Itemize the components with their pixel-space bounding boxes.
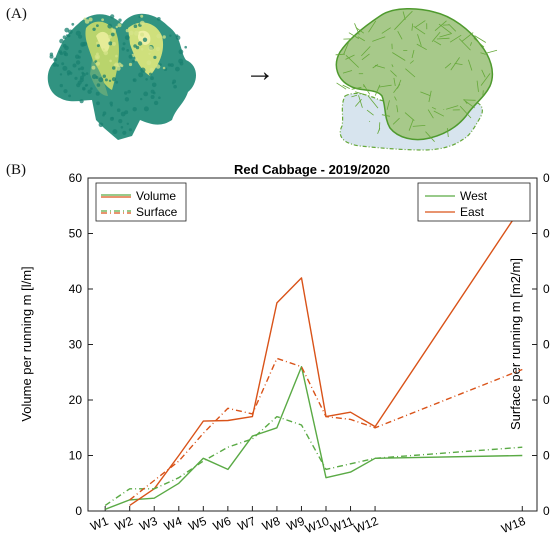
series-line-west-volume	[104, 366, 523, 510]
legend-volume-label: Volume	[136, 189, 176, 203]
y-right-tick-label: 0.6	[543, 171, 550, 185]
surface-mesh-lines	[335, 10, 498, 142]
y-left-tick-label: 50	[69, 227, 83, 241]
x-tick-label: W4	[162, 514, 184, 534]
x-tick-label: W6	[211, 514, 233, 534]
legend-style: Volume Surface	[95, 182, 187, 222]
y-right-axis: 0 0.1 0.2 0.3 0.4 0.5 0.6	[532, 171, 550, 518]
x-tick-label: W10	[303, 514, 331, 536]
y-right-axis-label: Surface per running m [m2/m]	[508, 258, 523, 430]
svg-text:→: →	[245, 55, 275, 88]
legend-surface-label: Surface	[136, 205, 178, 219]
x-tick-label: W1	[88, 514, 110, 534]
arrow-icon: →	[245, 55, 275, 88]
y-right-tick-label: 0.1	[543, 449, 550, 463]
y-right-tick-label: 0.3	[543, 338, 550, 352]
y-left-tick-label: 10	[69, 449, 83, 463]
y-right-tick-label: 0	[543, 504, 550, 518]
y-right-tick-label: 0.2	[543, 393, 550, 407]
y-left-tick-label: 40	[69, 282, 83, 296]
y-left-axis: 0 10 20 30 40 50 60	[69, 171, 93, 518]
x-tick-label: W5	[187, 514, 209, 534]
y-right-tick-label: 0.5	[543, 227, 550, 241]
y-left-tick-label: 30	[69, 338, 83, 352]
panel-a-label: (A)	[6, 6, 27, 22]
series-line-west-surface	[104, 415, 523, 506]
legend-east-label: East	[460, 205, 485, 219]
series-line-east-volume	[129, 205, 523, 506]
x-tick-label: W9	[285, 514, 307, 534]
chart-title: Red Cabbage - 2019/2020	[234, 162, 390, 177]
panel-b-label: (B)	[6, 162, 26, 178]
series-group	[104, 205, 523, 510]
x-tick-label: W18	[499, 514, 527, 536]
x-tick-label: W2	[113, 514, 135, 534]
y-left-tick-label: 60	[69, 171, 83, 185]
y-left-axis-label: Volume per running m [l/m]	[19, 266, 34, 421]
x-tick-label: W7	[236, 514, 258, 534]
x-tick-label: W12	[352, 514, 380, 536]
plot-area	[87, 177, 538, 512]
series-line-east-surface	[129, 357, 523, 501]
y-left-tick-label: 0	[75, 504, 82, 518]
x-tick-label: W8	[260, 514, 282, 534]
legend-west-label: West	[460, 189, 488, 203]
x-tick-label: W3	[137, 514, 159, 534]
point-cloud-texture	[49, 14, 187, 135]
y-left-tick-label: 20	[69, 393, 83, 407]
y-right-tick-label: 0.4	[543, 282, 550, 296]
legend-site: West East	[417, 182, 531, 222]
